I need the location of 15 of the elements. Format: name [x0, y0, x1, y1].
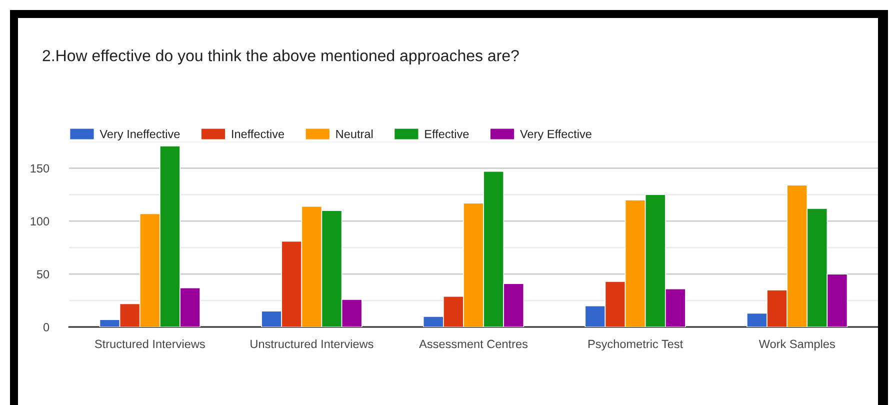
legend-label: Effective	[425, 130, 469, 138]
legend-label: Very Effective	[520, 130, 592, 141]
y-tick-label: 150	[30, 164, 50, 173]
legend-label: Ineffective	[232, 130, 284, 138]
legend-label: Neutral	[336, 130, 373, 138]
legend-label: Very Ineffective	[100, 130, 180, 141]
x-tick-label: Psychometric Test	[588, 340, 683, 351]
x-tick-label: Assessment Centres	[419, 340, 528, 348]
y-tick-label: 0	[43, 323, 50, 332]
x-tick-label: Unstructured Interviews	[250, 340, 374, 348]
y-tick-label: 50	[36, 270, 50, 278]
y-tick-label: 100	[30, 217, 50, 226]
x-tick-label: Structured Interviews	[95, 340, 205, 348]
chart-title: 2.How effective do you think the above mentioned approaches are?	[42, 50, 519, 64]
x-tick-label: Work Samples	[758, 340, 835, 351]
